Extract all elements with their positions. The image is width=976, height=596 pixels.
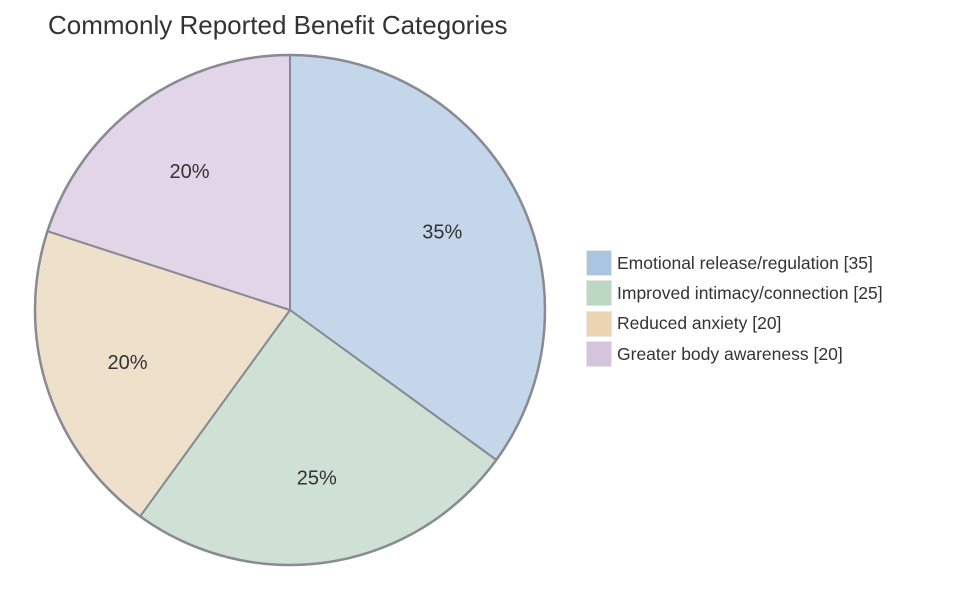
legend: Emotional release/regulation [35] Improve… xyxy=(586,248,883,369)
legend-swatch xyxy=(586,280,612,307)
legend-label: Improved intimacy/connection [25] xyxy=(617,282,883,303)
legend-label: Reduced anxiety [20] xyxy=(617,313,782,334)
pie-outline xyxy=(33,53,547,567)
slice-label: 25% xyxy=(297,468,337,490)
slice-label: 20% xyxy=(170,161,210,183)
slice-label: 35% xyxy=(422,221,462,243)
chart-title: Commonly Reported Benefit Categories xyxy=(48,10,508,40)
slice-label: 20% xyxy=(107,352,147,374)
legend-label: Emotional release/regulation [35] xyxy=(617,252,873,273)
legend-swatch xyxy=(586,310,612,337)
legend-label: Greater body awareness [20] xyxy=(617,343,843,364)
legend-item[interactable]: Greater body awareness [20] xyxy=(586,339,883,369)
legend-item[interactable]: Emotional release/regulation [35] xyxy=(586,248,883,278)
legend-item[interactable]: Reduced anxiety [20] xyxy=(586,309,883,339)
legend-swatch xyxy=(586,250,612,277)
legend-swatch xyxy=(586,341,612,368)
legend-item[interactable]: Improved intimacy/connection [25] xyxy=(586,278,883,308)
